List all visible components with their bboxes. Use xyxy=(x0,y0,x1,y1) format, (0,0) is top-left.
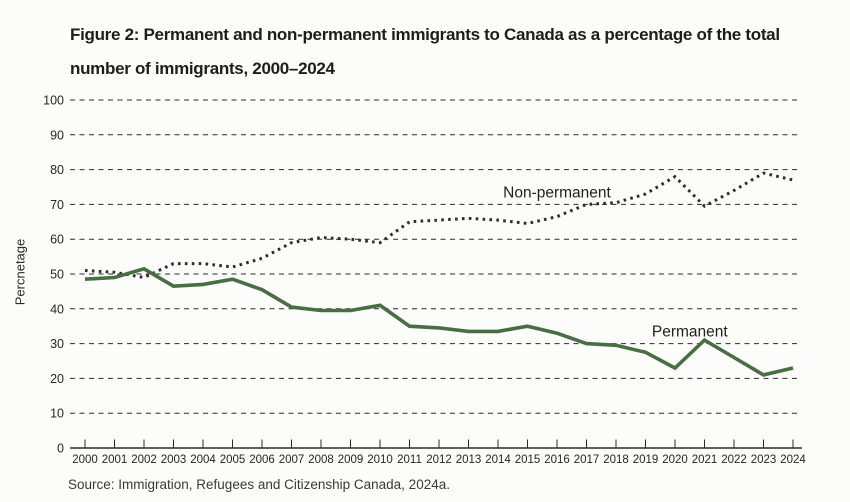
x-tick-label: 2005 xyxy=(220,454,246,466)
x-tick-label: 2008 xyxy=(308,454,334,466)
source-note: Source: Immigration, Refugees and Citize… xyxy=(68,477,450,492)
series-line-non-permanent xyxy=(84,171,794,280)
x-tick-label: 2006 xyxy=(249,454,275,466)
x-tick-label: 2015 xyxy=(515,454,541,466)
y-tick-label: 70 xyxy=(50,198,64,212)
y-tick-label: 100 xyxy=(43,94,64,108)
series-label-permanent: Permanent xyxy=(652,324,729,341)
y-tick-label: 40 xyxy=(50,302,64,316)
x-tick-label: 2013 xyxy=(456,454,482,466)
x-tick-label: 2003 xyxy=(161,454,187,466)
y-tick-label: 10 xyxy=(50,407,64,421)
x-tick-label: 2002 xyxy=(131,454,157,466)
y-tick-label: 60 xyxy=(50,233,64,247)
x-tick-label: 2021 xyxy=(692,454,718,466)
y-tick-label: 50 xyxy=(50,268,64,282)
x-tick-label: 2024 xyxy=(780,454,806,466)
y-tick-label: 80 xyxy=(50,163,64,177)
x-tick-label: 2020 xyxy=(662,454,688,466)
figure-title-line2: number of immigrants, 2000–2024 xyxy=(70,59,335,78)
x-tick-label: 2007 xyxy=(279,454,305,466)
y-tick-label: 30 xyxy=(50,337,64,351)
series-line-permanent xyxy=(84,266,794,377)
x-tick-label: 2018 xyxy=(603,454,629,466)
x-tick-label: 2010 xyxy=(367,454,393,466)
x-tick-label: 2023 xyxy=(751,454,777,466)
x-tick-label: 2011 xyxy=(397,454,422,466)
y-tick-label: 0 xyxy=(57,442,64,456)
x-tick-label: 2004 xyxy=(190,454,216,466)
x-tick-label: 2001 xyxy=(102,454,128,466)
y-tick-label: 20 xyxy=(50,372,64,386)
x-tick-label: 2016 xyxy=(544,454,570,466)
x-tick-label: 2014 xyxy=(485,454,511,466)
figure-title: Figure 2: Permanent and non-permanent im… xyxy=(70,18,830,86)
x-tick-label: 2017 xyxy=(574,454,600,466)
x-tick-label: 2009 xyxy=(338,454,364,466)
x-tick-label: 2012 xyxy=(426,454,452,466)
figure-title-line1: Figure 2: Permanent and non-permanent im… xyxy=(70,25,780,44)
series-label-non-permanent: Non-permanent xyxy=(503,184,611,201)
x-tick-label: 2022 xyxy=(721,454,747,466)
x-tick-label: 2019 xyxy=(633,454,659,466)
x-tick-label: 2000 xyxy=(72,454,98,466)
y-tick-label: 90 xyxy=(50,128,64,142)
